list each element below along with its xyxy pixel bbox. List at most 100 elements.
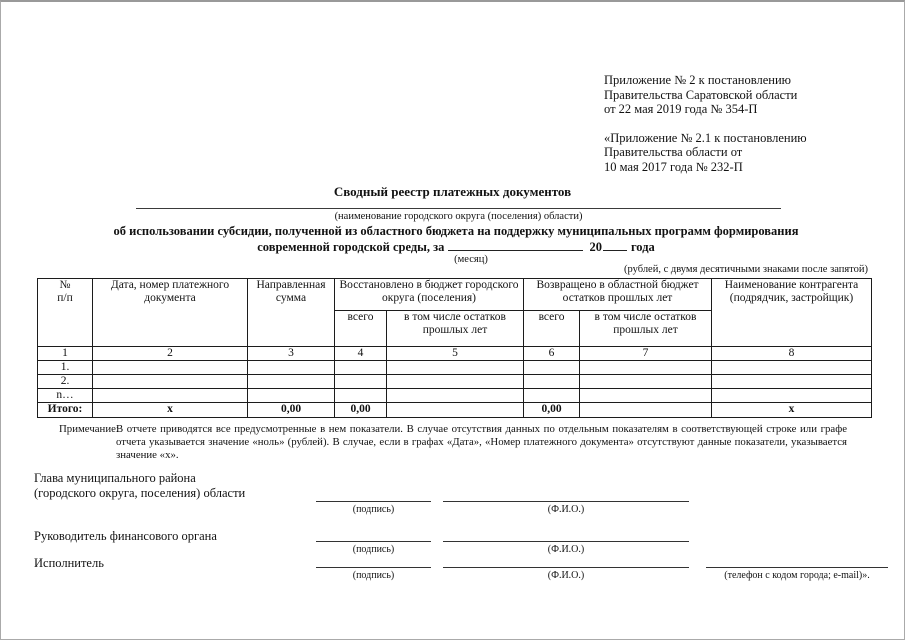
col-header-returned-total: всего bbox=[523, 310, 581, 347]
empty-cell bbox=[523, 359, 581, 375]
total-label: Итого: bbox=[37, 401, 93, 418]
podpis-caption: (подпись) bbox=[352, 570, 395, 581]
signer-head-line-2: (городского округа, поселения) области bbox=[34, 485, 246, 500]
row-label: 2. bbox=[37, 373, 93, 389]
col-header-num-line1: № bbox=[59, 279, 71, 291]
row-label: n… bbox=[37, 387, 93, 403]
column-number: 3 bbox=[247, 346, 335, 361]
total-returned-all: 0,00 bbox=[523, 401, 581, 418]
column-number: 6 bbox=[523, 346, 581, 361]
fio-caption: (Ф.И.О.) bbox=[547, 504, 585, 515]
col-header-contractor: Наименование контрагента (подрядчик, зас… bbox=[711, 278, 873, 347]
signer-finance-label: Руководитель финансового органа bbox=[34, 529, 217, 543]
appendix-2-line-2: Правительства области от bbox=[604, 145, 743, 159]
empty-cell bbox=[92, 387, 248, 403]
podpis-caption: (подпись) bbox=[352, 544, 395, 555]
signature-line-executor bbox=[316, 567, 431, 568]
total-restored-all: 0,00 bbox=[334, 401, 387, 418]
empty-cell bbox=[334, 359, 387, 375]
table-row: 1. bbox=[37, 359, 873, 375]
col-header-num: № п/п bbox=[37, 278, 93, 347]
empty-cell bbox=[711, 359, 873, 375]
col-header-restored-incl: в том числе остатков прошлых лет bbox=[385, 310, 525, 347]
note-text: В отчете приводятся все предусмотренные … bbox=[116, 423, 847, 461]
appendix-1-line-1: Приложение № 2 к постановлению bbox=[604, 73, 791, 87]
empty-cell bbox=[523, 387, 581, 403]
column-number: 1 bbox=[37, 346, 93, 361]
signer-executor-label: Исполнитель bbox=[34, 556, 104, 570]
empty-cell bbox=[385, 373, 525, 389]
empty-cell bbox=[385, 387, 525, 403]
empty-cell bbox=[579, 387, 713, 403]
column-number: 5 bbox=[385, 346, 525, 361]
month-caption: (месяц) bbox=[454, 254, 488, 265]
subtitle-line-2-suffix: года bbox=[630, 240, 655, 254]
col-header-returned-group: Возвращено в областной бюджет остатков п… bbox=[523, 278, 713, 311]
total-contractor: х bbox=[711, 401, 873, 418]
table-header-row-1: № п/п Дата, номер платежного документа На… bbox=[37, 278, 873, 347]
empty-cell bbox=[711, 373, 873, 389]
municipality-name-caption: (наименование городского округа (поселен… bbox=[334, 211, 583, 222]
col-header-num-line2: п/п bbox=[57, 291, 73, 304]
signature-line-head bbox=[316, 501, 431, 502]
fio-line-head bbox=[443, 501, 689, 502]
col-header-sum: Направленная сумма bbox=[247, 278, 335, 347]
signer-head-label: Глава муниципального района (городского … bbox=[34, 471, 245, 500]
payments-register-table: № п/п Дата, номер платежного документа На… bbox=[37, 278, 873, 418]
column-number: 8 bbox=[711, 346, 873, 361]
fio-line-finance bbox=[443, 541, 689, 542]
empty-cell bbox=[579, 373, 713, 389]
subtitle-line-1: об использовании субсидии, полученной из… bbox=[113, 224, 799, 238]
total-row: Итого: х 0,00 0,00 0,00 х bbox=[37, 401, 873, 418]
appendix-1-line-2: Правительства Саратовской области bbox=[604, 87, 798, 102]
appendix-1-line-3: от 22 мая 2019 года № 354-П bbox=[604, 102, 758, 116]
empty-cell bbox=[92, 373, 248, 389]
appendix-block-2: «Приложение № 2.1 к постановлению Правит… bbox=[604, 131, 807, 175]
empty-cell bbox=[334, 373, 387, 389]
total-doc: х bbox=[92, 401, 248, 418]
podpis-caption: (подпись) bbox=[352, 504, 395, 515]
empty-cell bbox=[247, 373, 335, 389]
appendix-2-line-1: «Приложение № 2.1 к постановлению bbox=[604, 130, 807, 145]
total-restored-incl bbox=[385, 401, 525, 418]
phone-caption: (телефон с кодом города; e-mail)». bbox=[724, 570, 870, 581]
table-header-row-2: всего в том числе остатков прошлых лет в… bbox=[38, 310, 872, 347]
municipality-name-underline bbox=[136, 208, 781, 209]
col-header-returned-incl: в том числе остатков прошлых лет bbox=[579, 310, 713, 347]
fio-line-executor bbox=[443, 567, 689, 568]
empty-cell bbox=[247, 387, 335, 403]
empty-cell bbox=[334, 387, 387, 403]
empty-cell bbox=[92, 359, 248, 375]
fio-caption: (Ф.И.О.) bbox=[547, 570, 585, 581]
empty-cell bbox=[523, 373, 581, 389]
subtitle-line-2: современной городской среды, за 20 года bbox=[21, 239, 891, 255]
empty-cell bbox=[579, 359, 713, 375]
total-returned-incl bbox=[579, 401, 713, 418]
column-number: 7 bbox=[579, 346, 713, 361]
document-title: Сводный реестр платежных документов bbox=[333, 184, 572, 199]
table-row: n… bbox=[37, 387, 873, 403]
column-number: 4 bbox=[334, 346, 387, 361]
signature-line-finance bbox=[316, 541, 431, 542]
year-blank-field bbox=[602, 239, 627, 251]
appendix-2-line-3: 10 мая 2017 года № 232-П bbox=[604, 159, 743, 174]
phone-line-executor bbox=[706, 567, 888, 568]
row-label: 1. bbox=[37, 359, 93, 375]
appendix-block-1: Приложение № 2 к постановлению Правитель… bbox=[604, 73, 807, 117]
subtitle-year-prefix: 20 bbox=[589, 240, 602, 254]
total-sum: 0,00 bbox=[247, 401, 335, 418]
month-blank-field bbox=[448, 239, 584, 251]
col-header-restored-total: всего bbox=[334, 310, 387, 347]
column-number: 2 bbox=[92, 346, 248, 361]
empty-cell bbox=[711, 387, 873, 403]
empty-cell bbox=[385, 359, 525, 375]
subtitle-line-2-prefix: современной городской среды, за bbox=[257, 240, 445, 254]
empty-cell bbox=[247, 359, 335, 375]
appendix-reference-block: Приложение № 2 к постановлению Правитель… bbox=[604, 73, 807, 174]
column-number-row: 1 2 3 4 5 6 7 8 bbox=[37, 346, 873, 361]
col-header-document: Дата, номер платежного документа bbox=[92, 278, 248, 347]
note-label: Примечание: bbox=[59, 423, 119, 435]
units-note: (рублей, с двумя десятичными знаками пос… bbox=[624, 264, 868, 275]
note-block: Примечание: В отчете приводятся все пред… bbox=[59, 423, 847, 461]
